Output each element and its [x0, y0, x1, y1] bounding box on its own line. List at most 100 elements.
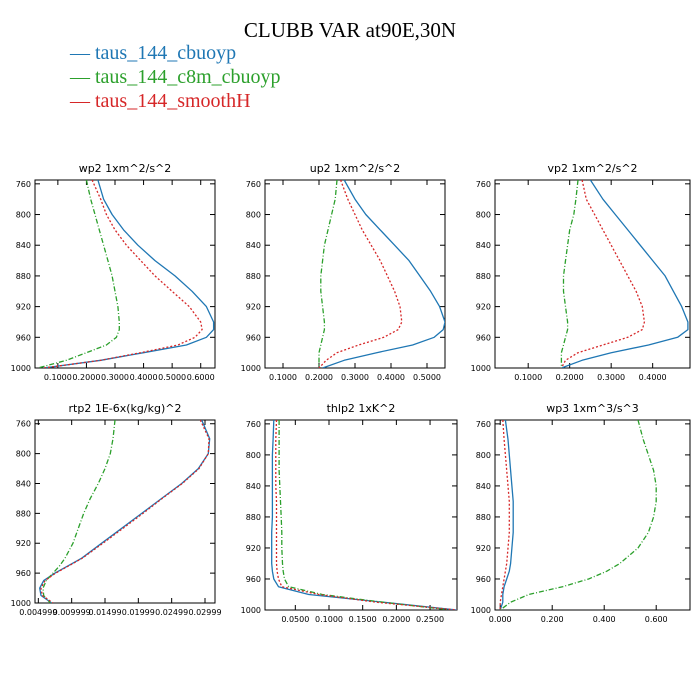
y-tick-label: 800 — [246, 211, 261, 220]
y-tick-label: 880 — [246, 272, 261, 281]
x-tick-label: 0.2000 — [72, 373, 100, 382]
x-tick-label: 0.3000 — [597, 373, 625, 382]
x-tick-label: 0.3000 — [341, 373, 369, 382]
x-tick-label: 0.5000 — [413, 373, 441, 382]
x-tick-label: 0.1000 — [315, 615, 343, 624]
y-tick-label: 1000 — [11, 599, 31, 608]
x-tick-label: 0.5000 — [158, 373, 186, 382]
plot-frame — [34, 179, 216, 369]
legend-label-c8m-cbuoyp: taus_144_c8m_cbuoyp — [95, 66, 281, 88]
x-tick-label: 0.1500 — [349, 615, 377, 624]
y-tick-label: 800 — [16, 211, 31, 220]
y-tick-label: 800 — [476, 211, 491, 220]
panel-title: vp2 1xm^2/s^2 — [547, 162, 637, 175]
y-tick-label: 920 — [476, 544, 491, 553]
panel-6: wp3 1xm^3/s^3 760 800 840 880 920 960 10000.000… — [471, 402, 691, 624]
y-tick-label: 1000 — [471, 364, 491, 373]
series-line-taus_144_cbuoyp — [322, 180, 445, 368]
x-tick-label: 0.004999 — [19, 608, 57, 617]
x-tick-label: 0.01499 — [88, 608, 121, 617]
series-line-taus_144_c8m_cbuoyp — [278, 420, 451, 610]
x-tick-label: 0.400 — [593, 615, 616, 624]
series-line-taus_144_smoothH — [275, 420, 457, 610]
y-tick-label: 840 — [476, 482, 491, 491]
y-tick-label: 1000 — [471, 606, 491, 615]
y-tick-label: 880 — [16, 509, 31, 518]
y-tick-label: 760 — [16, 420, 31, 429]
x-tick-label: 0.1000 — [44, 373, 72, 382]
series-line-taus_144_c8m_cbuoyp — [42, 420, 116, 603]
plot-frame — [34, 419, 216, 604]
series-line-taus_144_cbuoyp — [43, 180, 215, 368]
y-tick-label: 840 — [476, 241, 491, 250]
y-tick-label: 840 — [16, 479, 31, 488]
y-tick-label: 840 — [246, 482, 261, 491]
y-tick-label: 760 — [246, 180, 261, 189]
series-line-taus_144_c8m_cbuoyp — [318, 180, 338, 368]
y-tick-label: 960 — [16, 569, 31, 578]
series-line-taus_144_cbuoyp — [499, 420, 514, 610]
x-tick-label: 0.2000 — [556, 373, 584, 382]
x-tick-label: 0.4000 — [377, 373, 405, 382]
x-tick-label: 0.01999 — [122, 608, 155, 617]
y-tick-label: 760 — [246, 420, 261, 429]
x-tick-label: 0.0500 — [281, 615, 309, 624]
y-tick-label: 800 — [476, 451, 491, 460]
legend-label-smoothh: taus_144_smoothH — [95, 90, 251, 112]
panel-title: up2 1xm^2/s^2 — [310, 162, 401, 175]
plot-frame — [494, 179, 691, 369]
chart-title: CLUBB VAR at90E,30N — [243, 18, 457, 42]
y-tick-label: 1000 — [241, 364, 261, 373]
series-line-taus_144_smoothH — [43, 180, 203, 368]
x-tick-label: 0.000 — [489, 615, 512, 624]
y-tick-label: 920 — [16, 303, 31, 312]
series-line-taus_144_smoothH — [560, 180, 646, 368]
y-tick-label: 760 — [476, 420, 491, 429]
series-line-taus_144_smoothH — [40, 420, 210, 603]
x-tick-label: 0.2000 — [382, 615, 410, 624]
y-tick-label: 880 — [16, 272, 31, 281]
x-tick-label: 0.02999 — [188, 608, 221, 617]
panel-title: wp2 1xm^2/s^2 — [79, 162, 172, 175]
x-tick-label: 0.3000 — [101, 373, 129, 382]
x-tick-label: 0.4000 — [130, 373, 158, 382]
series-line-taus_144_cbuoyp — [271, 420, 457, 610]
series-line-taus_144_cbuoyp — [561, 180, 689, 368]
y-tick-label: 920 — [246, 544, 261, 553]
x-tick-label: 0.200 — [541, 615, 564, 624]
x-tick-label: 0.600 — [645, 615, 668, 624]
x-tick-label: 0.2000 — [305, 373, 333, 382]
panel-3: vp2 1xm^2/s^2 760 800 840 880 920 960 1000 0.100… — [471, 162, 691, 382]
y-tick-label: 920 — [246, 303, 261, 312]
x-tick-label: 0.009999 — [53, 608, 91, 617]
legend-label-cbuoyp: taus_144_cbuoyp — [95, 42, 237, 64]
legend-entry-c8m-cbuoyp: — taus_144_c8m_cbuoyp — [70, 66, 281, 88]
y-tick-label: 760 — [16, 180, 31, 189]
panel-title: wp3 1xm^3/s^3 — [546, 402, 639, 415]
plot-frame — [494, 419, 691, 611]
y-tick-label: 960 — [476, 333, 491, 342]
y-tick-label: 760 — [476, 180, 491, 189]
panel-5: thlp2 1xK^2 760 800 840 880 920 960 1000 0.0500 0… — [241, 402, 458, 624]
x-tick-label: 0.6000 — [187, 373, 215, 382]
y-tick-label: 960 — [476, 575, 491, 584]
y-tick-label: 1000 — [241, 606, 261, 615]
panel-2: up2 1xm^2/s^2 760 800 840 880 920 960 1000 0.100… — [241, 162, 446, 382]
plot-frame — [264, 419, 458, 611]
series-line-taus_144_c8m_cbuoyp — [37, 180, 120, 368]
x-tick-label: 0.02499 — [155, 608, 188, 617]
legend-entry-smoothh: — taus_144_smoothH — [70, 90, 251, 112]
panel-title: thlp2 1xK^2 — [327, 402, 396, 415]
x-tick-label: 0.2500 — [416, 615, 444, 624]
panel-title: rtp2 1E-6x(kg/kg)^2 — [69, 402, 182, 415]
y-tick-label: 1000 — [11, 364, 31, 373]
y-tick-label: 880 — [476, 272, 491, 281]
y-tick-label: 960 — [246, 333, 261, 342]
series-line-taus_144_c8m_cbuoyp — [560, 180, 579, 368]
panel-4: rtp2 1E-6x(kg/kg)^2 760 800 840 880 920 960 100… — [11, 402, 222, 617]
y-tick-label: 920 — [16, 539, 31, 548]
y-tick-label: 960 — [246, 575, 261, 584]
y-tick-label: 880 — [246, 513, 261, 522]
y-tick-label: 800 — [246, 451, 261, 460]
